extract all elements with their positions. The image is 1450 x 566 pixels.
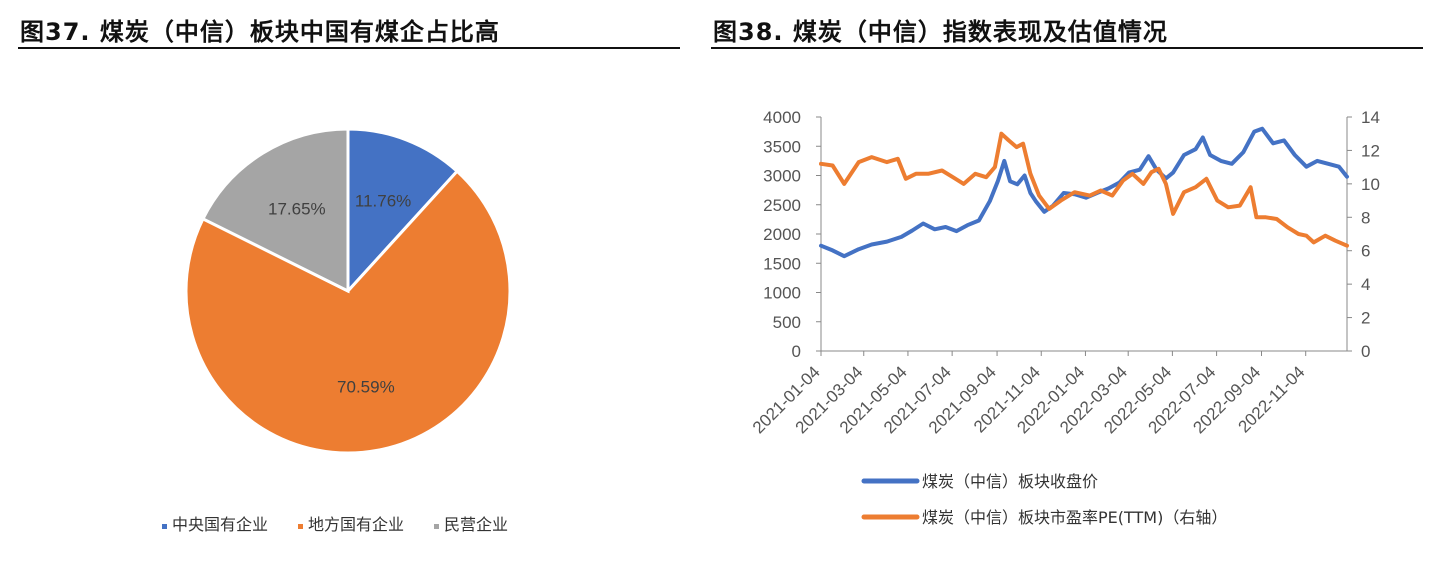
right-y-tick-label: 12	[1361, 141, 1380, 160]
legend-swatch-icon	[434, 524, 439, 529]
pie-data-label: 17.65%	[268, 199, 326, 218]
left-figure-title: 图37. 煤炭（中信）板块中国有煤企占比高	[20, 18, 500, 46]
pie-legend: 中央国有企业 地方国有企业 民营企业	[162, 515, 508, 534]
legend-label: 中央国有企业	[172, 515, 268, 534]
right-figure-title: 图38. 煤炭（中信）指数表现及估值情况	[713, 18, 1168, 46]
pie-data-label: 11.76%	[355, 191, 411, 210]
left-y-tick-label: 1500	[763, 254, 801, 273]
pie-slice-1	[346, 127, 460, 295]
left-y-tick-label: 2500	[763, 196, 801, 215]
legend-label: 民营企业	[444, 515, 508, 534]
pie-slice-3	[200, 127, 350, 294]
pie-data-label: 70.59%	[337, 378, 395, 397]
left-y-tick-label: 4000	[763, 108, 801, 127]
left-y-tick-label: 0	[792, 342, 801, 361]
legend-swatch-icon	[162, 524, 167, 529]
right-y-tick-label: 6	[1361, 242, 1370, 261]
right-y-tick-label: 2	[1361, 309, 1370, 328]
legend-swatch-icon	[298, 524, 303, 529]
series-line-close-price	[819, 126, 1349, 259]
legend-label: 地方国有企业	[308, 515, 404, 534]
pie-chart: 11.76% 70.59% 17.65%	[184, 127, 512, 455]
right-y-tick-label: 0	[1361, 342, 1370, 361]
left-y-tick-label: 1000	[763, 284, 801, 303]
right-y-tick-label: 14	[1361, 108, 1380, 127]
series-line-pe-ttm	[819, 131, 1349, 248]
left-y-tick-label: 2000	[763, 225, 801, 244]
right-y-tick-label: 4	[1361, 275, 1370, 294]
left-title-rule	[18, 47, 680, 49]
left-y-tick-label: 3500	[763, 137, 801, 156]
right-y-tick-label: 8	[1361, 208, 1370, 227]
legend-label: 煤炭（中信）板块市盈率PE(TTM)（右轴）	[922, 508, 1227, 527]
pie-slice-2	[184, 169, 512, 455]
line-chart: 0 500 1000 1500 2000 2500 3000 3500 4000 0 2 4 6 8 10 1…	[749, 108, 1380, 437]
left-y-tick-label: 3000	[763, 167, 801, 186]
right-y-tick-label: 10	[1361, 175, 1380, 194]
right-title-rule	[711, 47, 1423, 49]
left-y-tick-label: 500	[773, 313, 801, 332]
legend-label: 煤炭（中信）板块收盘价	[922, 472, 1098, 491]
